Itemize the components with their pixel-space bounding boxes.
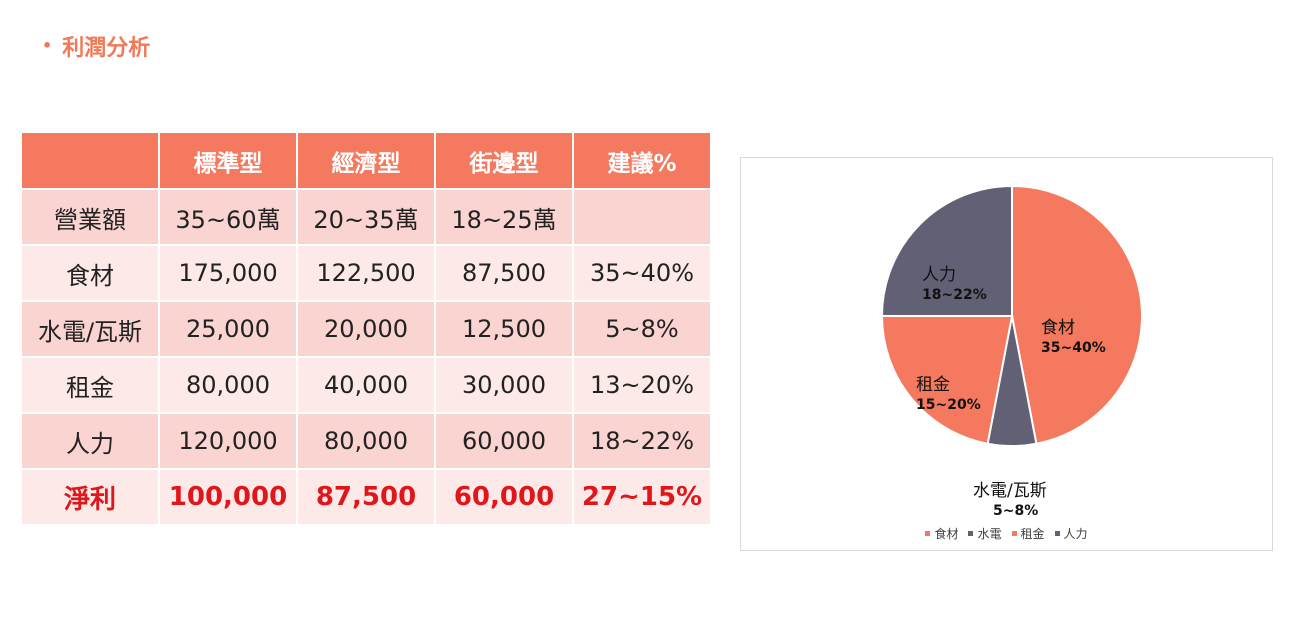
table-header-row: 標準型 經濟型 街邊型 建議% <box>20 131 712 190</box>
table-cell: 87,500 <box>434 244 574 302</box>
legend-swatch <box>1011 531 1017 536</box>
profit-table: 標準型 經濟型 街邊型 建議% 營業額 35~60萬 20~35萬 18~25萬… <box>20 131 712 526</box>
legend-item: 人力 <box>1054 527 1088 541</box>
slice-label: 食材 <box>1041 318 1075 338</box>
legend-label: 租金 <box>1020 527 1045 541</box>
header-cell <box>20 131 160 190</box>
slice-label: 水電/瓦斯 <box>973 481 1047 501</box>
legend-swatch <box>1054 531 1060 536</box>
table-cell: 35~40% <box>572 244 712 302</box>
header-cell: 街邊型 <box>434 131 574 190</box>
legend-label: 水電 <box>977 527 1002 541</box>
table-row: 水電/瓦斯 25,000 20,000 12,500 5~8% <box>20 300 712 358</box>
slice-percent-label: 18~22% <box>922 287 987 303</box>
table-row: 租金 80,000 40,000 30,000 13~20% <box>20 356 712 414</box>
title-bullet: • <box>42 35 53 55</box>
row-label-cell: 水電/瓦斯 <box>20 300 160 358</box>
table-row: 人力 120,000 80,000 60,000 18~22% <box>20 412 712 470</box>
slice-percent-label: 5~8% <box>993 503 1038 519</box>
row-label-cell: 租金 <box>20 356 160 414</box>
table-cell: 20~35萬 <box>296 188 436 246</box>
net-profit-row: 淨利 100,000 87,500 60,000 27~15% <box>20 468 712 526</box>
legend-label: 人力 <box>1063 527 1088 541</box>
section-title: • 利潤分析 <box>42 30 150 62</box>
table-cell: 13~20% <box>572 356 712 414</box>
row-label-cell: 食材 <box>20 244 160 302</box>
table-cell: 80,000 <box>158 356 298 414</box>
legend-item: 租金 <box>1011 527 1045 541</box>
table-row: 食材 175,000 122,500 87,500 35~40% <box>20 244 712 302</box>
table-row: 營業額 35~60萬 20~35萬 18~25萬 <box>20 188 712 246</box>
table-cell: 20,000 <box>296 300 436 358</box>
slice-percent-label: 35~40% <box>1041 340 1106 356</box>
pie-slice-租金 <box>880 315 1014 445</box>
table-cell: 122,500 <box>296 244 436 302</box>
slice-percent-label: 15~20% <box>916 397 981 413</box>
table-cell: 40,000 <box>296 356 436 414</box>
legend-swatch <box>968 531 974 536</box>
legend-swatch <box>925 531 931 536</box>
pie-chart: 食材 35~40% 水電/瓦斯 5~8% 租金 15~20% 人力 18~22% <box>880 184 1143 519</box>
legend-label: 食材 <box>934 527 959 541</box>
header-cell: 建議% <box>572 131 712 190</box>
title-text: 利潤分析 <box>62 36 151 61</box>
table-cell: 27~15% <box>572 468 712 526</box>
table-cell: 18~25萬 <box>434 188 574 246</box>
table-cell: 25,000 <box>158 300 298 358</box>
slice-label: 租金 <box>916 375 950 395</box>
row-label-cell: 淨利 <box>20 468 160 526</box>
pie-slice-食材 <box>1011 184 1143 445</box>
table-cell: 80,000 <box>296 412 436 470</box>
legend-item: 食材 <box>925 527 958 541</box>
table-cell: 60,000 <box>434 468 574 526</box>
table-cell: 60,000 <box>434 412 574 470</box>
header-cell: 標準型 <box>158 131 298 190</box>
table-cell: 120,000 <box>158 412 298 470</box>
pie-chart-panel: 食材 35~40% 水電/瓦斯 5~8% 租金 15~20% 人力 18~22% 食材 水電 租金… <box>740 157 1273 551</box>
header-cell: 經濟型 <box>296 131 436 190</box>
table-cell: 18~22% <box>572 412 712 470</box>
legend-item: 水電 <box>968 527 1002 541</box>
table-cell: 100,000 <box>158 468 298 526</box>
table-cell: 12,500 <box>434 300 574 358</box>
table-cell: 30,000 <box>434 356 574 414</box>
table-cell: 5~8% <box>572 300 712 358</box>
row-label-cell: 人力 <box>20 412 160 470</box>
slice-label: 人力 <box>922 265 956 285</box>
row-label-cell: 營業額 <box>20 188 160 246</box>
chart-legend: 食材 水電 租金 人力 <box>741 525 1272 542</box>
table-cell <box>572 188 712 246</box>
table-cell: 175,000 <box>158 244 298 302</box>
pie-slice-人力 <box>880 184 1013 317</box>
table-cell: 35~60萬 <box>158 188 298 246</box>
table-cell: 87,500 <box>296 468 436 526</box>
